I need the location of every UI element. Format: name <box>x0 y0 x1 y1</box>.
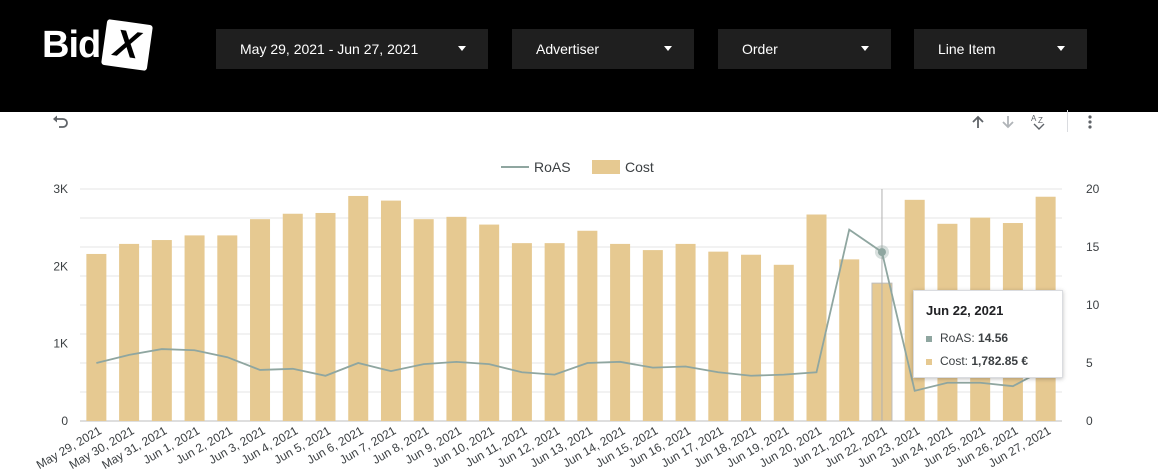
logo-text: Bid <box>42 24 101 66</box>
advertiser-label: Advertiser <box>536 41 600 57</box>
roas-line <box>96 228 1047 392</box>
cost-bar[interactable] <box>675 243 696 421</box>
dropdown-caret-icon <box>861 46 869 51</box>
line-item-filter[interactable]: Line Item <box>914 29 1087 69</box>
roas-polyline <box>96 228 1047 392</box>
sort-descending-icon[interactable] <box>1000 114 1016 130</box>
cost-legend-swatch <box>592 160 620 174</box>
cost-bar[interactable] <box>479 224 500 421</box>
chart-tooltip: Jun 22, 2021 RoAS: 14.56 Cost: 1,782.85 … <box>913 290 1063 378</box>
line-item-label: Line Item <box>938 41 996 57</box>
cost-swatch <box>926 358 932 365</box>
roas-swatch <box>926 335 932 342</box>
tooltip-roas-value: 14.56 <box>978 331 1009 345</box>
tooltip-cost-row: Cost: 1,782.85 € <box>926 354 1028 368</box>
cost-bar[interactable] <box>184 235 205 421</box>
right-axis-tick: 15 <box>1086 240 1100 254</box>
left-axis-tick: 1K <box>53 337 68 351</box>
left-axis-tick: 0 <box>61 414 68 428</box>
sort-ascending-icon[interactable] <box>970 114 986 130</box>
advertiser-filter[interactable]: Advertiser <box>512 29 694 69</box>
cost-bar[interactable] <box>577 230 598 421</box>
cost-bar[interactable] <box>151 240 172 421</box>
tooltip-cost-label: Cost: <box>940 354 969 368</box>
dropdown-caret-icon <box>458 46 466 51</box>
cost-bar[interactable] <box>511 243 532 421</box>
tooltip-roas-label: RoAS: <box>940 331 975 345</box>
cost-bar[interactable] <box>839 259 860 421</box>
tooltip-date: Jun 22, 2021 <box>926 303 1004 318</box>
roas-legend-label: RoAS <box>534 159 571 175</box>
cost-bar[interactable] <box>544 243 565 421</box>
left-axis-tick: 2K <box>53 259 68 273</box>
order-label: Order <box>742 41 778 57</box>
right-axis-ticks: 0 5 10 15 20 <box>1086 182 1100 428</box>
chart-legend: RoAS Cost <box>501 159 654 175</box>
cost-bar[interactable] <box>380 200 401 421</box>
date-range-filter[interactable]: May 29, 2021 - Jun 27, 2021 <box>216 29 488 69</box>
cost-bar[interactable] <box>315 212 336 421</box>
right-axis-tick: 5 <box>1086 356 1093 370</box>
sort-alphabetical-icon[interactable]: A Z <box>1030 113 1048 131</box>
svg-text:A: A <box>1031 114 1037 123</box>
right-axis-tick: 10 <box>1086 298 1100 312</box>
cost-bars <box>86 195 1056 422</box>
cost-legend-label: Cost <box>625 159 654 175</box>
roas-point[interactable] <box>877 248 886 257</box>
dropdown-caret-icon <box>1057 46 1065 51</box>
cost-bar[interactable] <box>217 235 238 421</box>
cost-bar[interactable] <box>773 264 794 421</box>
left-axis-tick: 3K <box>53 182 68 196</box>
cost-bar[interactable] <box>610 243 631 421</box>
right-axis-tick: 20 <box>1086 182 1100 196</box>
date-range-label: May 29, 2021 - Jun 27, 2021 <box>240 41 419 57</box>
undo-icon[interactable] <box>52 114 70 130</box>
cost-bar[interactable] <box>119 243 140 421</box>
cost-bar[interactable] <box>446 216 467 421</box>
order-filter[interactable]: Order <box>718 29 891 69</box>
top-bar: Bid X May 29, 2021 - Jun 27, 2021 Advert… <box>0 0 1158 112</box>
toolbar-divider <box>1067 110 1068 132</box>
cost-bar[interactable] <box>282 213 303 421</box>
svg-text:Z: Z <box>1038 116 1043 125</box>
cost-bar[interactable] <box>413 219 434 421</box>
tooltip-cost-value: 1,782.85 € <box>971 354 1029 368</box>
cost-bar[interactable] <box>250 219 271 421</box>
cost-bar[interactable] <box>806 214 827 421</box>
dropdown-caret-icon <box>664 46 672 51</box>
cost-bar[interactable] <box>642 250 663 421</box>
cost-bar[interactable] <box>708 251 729 421</box>
tooltip-roas-row: RoAS: 14.56 <box>926 331 1008 345</box>
cost-bar[interactable] <box>348 195 369 421</box>
more-vert-icon[interactable] <box>1086 114 1094 130</box>
right-axis-tick: 0 <box>1086 414 1093 428</box>
left-axis-ticks: 0 1K 2K 3K <box>53 182 68 428</box>
cost-bar[interactable] <box>741 254 762 421</box>
cost-bar[interactable] <box>86 253 107 421</box>
